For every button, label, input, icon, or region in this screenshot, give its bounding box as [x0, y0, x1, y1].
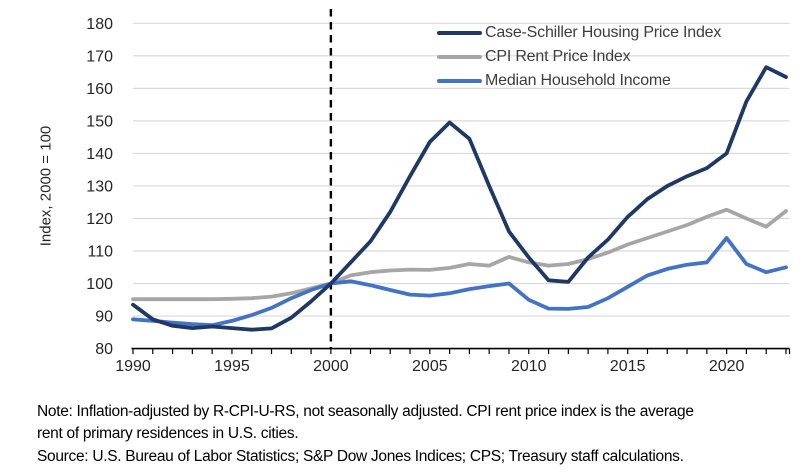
x-tick-label: 2005	[412, 358, 448, 375]
y-tick-label: 130	[86, 178, 113, 195]
y-tick-label: 120	[86, 211, 113, 228]
note-block: Note: Inflation-adjusted by R-CPI-U-RS, …	[37, 401, 694, 468]
y-tick-label: 150	[86, 113, 113, 130]
median-income-line	[131, 236, 788, 328]
legend-item-case-schiller: Case-Schiller Housing Price Index	[437, 21, 721, 45]
y-tick-label: 100	[86, 276, 113, 293]
y-tick-label: 140	[86, 146, 113, 163]
note-line-2: rent of primary residences in U.S. citie…	[37, 425, 299, 443]
x-tick-label: 1995	[214, 358, 250, 375]
y-tick-label: 170	[86, 48, 113, 65]
y-tick-label: 180	[86, 16, 113, 33]
y-tick-label: 90	[95, 309, 113, 326]
case-schiller-line-swatch	[437, 30, 482, 36]
legend: Case-Schiller Housing Price Index CPI Re…	[437, 21, 721, 93]
cpi-rent-line-swatch	[437, 54, 482, 60]
median-income-line-swatch	[437, 78, 482, 84]
legend-label: Case-Schiller Housing Price Index	[485, 24, 722, 41]
y-tick-label: 110	[87, 244, 113, 261]
y-tick-label: 160	[86, 81, 113, 98]
note-line-1: Note: Inflation-adjusted by R-CPI-U-RS, …	[37, 403, 694, 420]
x-tick-label: 2010	[511, 358, 547, 375]
line-chart-canvas: 80 90 100 110 120 130 140 150 160 170 180 1990 1995 2…	[86, 9, 791, 375]
source-line: Source: U.S. Bureau of Labor Statistics;…	[37, 447, 684, 465]
legend-item-cpi-rent: CPI Rent Price Index	[437, 45, 721, 69]
case-schiller-line	[131, 65, 788, 332]
y-tick-label: 80	[95, 341, 113, 358]
x-tick-label: 2015	[610, 358, 646, 375]
y-axis-title: Index, 2000 = 100	[37, 125, 55, 247]
x-tick-label: 2020	[709, 358, 745, 375]
legend-label: CPI Rent Price Index	[485, 48, 631, 65]
cpi-rent-line	[131, 207, 788, 302]
legend-item-median-income: Median Household Income	[437, 69, 721, 93]
x-tick-label: 1990	[115, 358, 151, 375]
legend-label: Median Household Income	[485, 72, 671, 89]
x-tick-label: 2000	[313, 358, 349, 375]
